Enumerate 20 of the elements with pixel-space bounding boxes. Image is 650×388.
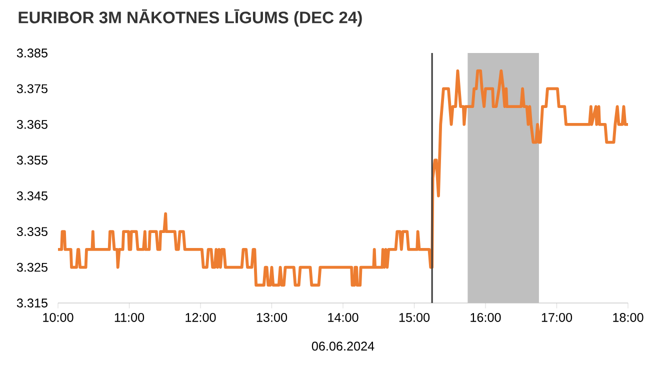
- x-axis-title: 06.06.2024: [312, 342, 374, 351]
- x-tick-label: 15:00: [399, 313, 430, 322]
- y-tick-label: 3.375: [16, 84, 48, 94]
- x-tick-label: 16:00: [470, 313, 501, 322]
- x-tick-label: 17:00: [542, 313, 572, 322]
- line-series: [56, 69, 630, 287]
- y-tick-label: 3.325: [16, 262, 48, 272]
- x-tick-label: 18:00: [613, 313, 644, 322]
- chart-title: EURIBOR 3M NĀKOTNES LĪGUMS (DEC 24): [18, 9, 362, 27]
- y-tick-label: 3.355: [16, 156, 48, 165]
- y-tick-label: 3.315: [16, 298, 48, 308]
- x-tick-label: 11:00: [114, 313, 144, 322]
- x-tick-label: 14:00: [328, 313, 358, 322]
- y-tick-label: 3.345: [16, 191, 48, 200]
- y-tick-label: 3.365: [16, 120, 48, 129]
- x-tick-label: 13:00: [256, 313, 288, 322]
- x-tick-label: 10:00: [43, 313, 74, 322]
- y-tick-label: 3.335: [16, 227, 48, 236]
- y-tick-label: 3.385: [16, 48, 48, 58]
- x-tick-label: 12:00: [186, 313, 216, 322]
